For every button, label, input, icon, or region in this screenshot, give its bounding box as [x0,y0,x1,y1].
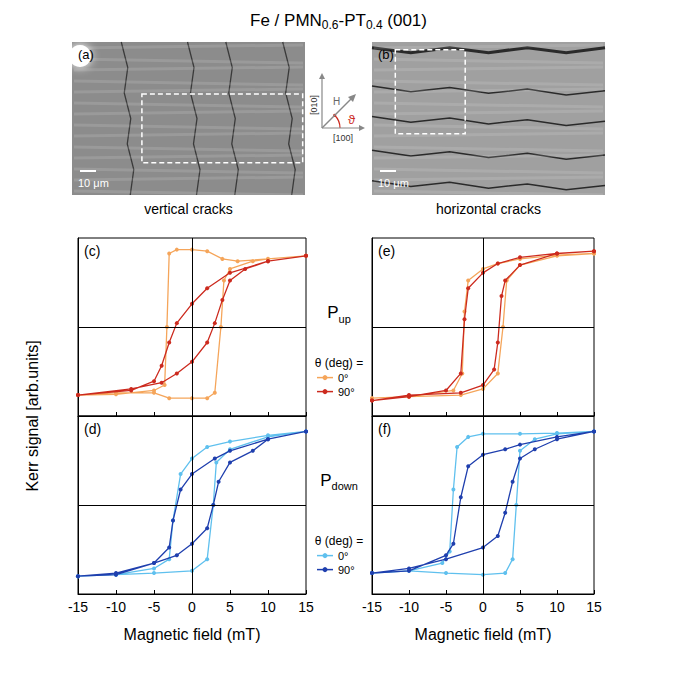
svg-text:-15: -15 [68,599,88,615]
svg-text:10 μm: 10 μm [378,177,409,189]
svg-text:up: up [339,313,351,325]
svg-text:10: 10 [260,599,276,615]
svg-text:Magnetic field (mT): Magnetic field (mT) [124,626,261,643]
svg-text:θ (deg) =: θ (deg) = [315,356,363,370]
svg-text:(b): (b) [378,47,394,62]
svg-text:(e): (e) [378,243,395,259]
svg-text:[100]: [100] [333,133,353,143]
svg-text:0: 0 [479,599,487,615]
svg-text:down: down [332,480,358,492]
svg-text:0.4: 0.4 [366,18,383,32]
svg-text:0°: 0° [338,550,349,562]
svg-text:15: 15 [298,599,314,615]
svg-text:10 μm: 10 μm [78,177,109,189]
svg-text:Kerr signal [arb.units]: Kerr signal [arb.units] [24,340,41,491]
svg-text:(c): (c) [84,243,100,259]
svg-text:-15: -15 [362,599,382,615]
svg-text:-5: -5 [440,599,453,615]
svg-text:Magnetic field (mT): Magnetic field (mT) [415,626,552,643]
svg-text:0°: 0° [338,372,349,384]
svg-text:90°: 90° [338,564,355,576]
svg-text:(a): (a) [78,47,94,62]
svg-text:H: H [333,96,340,107]
svg-text:0.6: 0.6 [322,18,339,32]
svg-text:(001): (001) [383,11,427,30]
svg-text:-10: -10 [106,599,126,615]
svg-text:θ (deg) =: θ (deg) = [315,534,363,548]
svg-text:-5: -5 [148,599,161,615]
svg-text:horizontal cracks: horizontal cracks [436,201,541,217]
svg-text:-10: -10 [399,599,419,615]
svg-text:-PT: -PT [338,11,365,30]
svg-text:(f): (f) [378,421,391,437]
svg-text:P: P [327,303,338,322]
svg-text:15: 15 [586,599,602,615]
svg-text:(d): (d) [84,421,101,437]
svg-text:90°: 90° [338,386,355,398]
svg-text:5: 5 [226,599,234,615]
svg-text:ϑ: ϑ [348,112,356,127]
svg-text:P: P [320,471,331,490]
svg-text:10: 10 [549,599,565,615]
svg-text:[010]: [010] [309,95,319,115]
svg-text:vertical cracks: vertical cracks [144,201,233,217]
svg-text:0: 0 [188,599,196,615]
svg-text:Fe / PMN: Fe / PMN [250,11,322,30]
svg-text:5: 5 [516,599,524,615]
